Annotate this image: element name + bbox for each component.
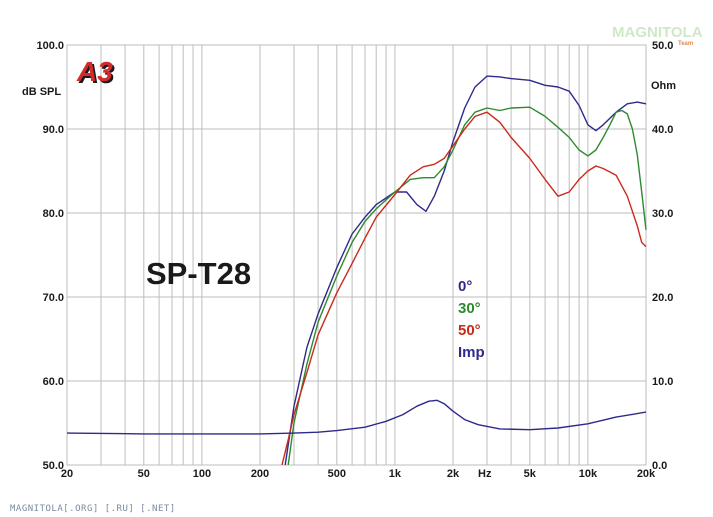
y-tick-label: 70.0 [43, 292, 64, 304]
x-tick-label: 1k [389, 468, 402, 480]
series-line-1 [287, 106, 647, 466]
axis-layer: 20 50 100 200 500 1k 2k 5k 10k 20k 50.0 60.0 70.0 80.… [36, 40, 673, 480]
y2-axis-label: Ohm [651, 80, 676, 92]
chart-title: SP-T28 [146, 256, 251, 291]
y2-tick-label: 30.0 [652, 208, 673, 220]
x-tick-label: 100 [193, 468, 211, 480]
x-tick-label: 20 [61, 468, 73, 480]
legend: 0° 30° 50° Imp [458, 278, 485, 361]
x-tick-label: 10k [579, 468, 598, 480]
footer-text: MAGNITOLA[.ORG] [.RU] [.NET] [10, 504, 176, 514]
y-tick-label: 60.0 [43, 376, 64, 388]
y-tick-label: 100.0 [36, 40, 64, 52]
legend-item-imp: Imp [458, 344, 485, 361]
watermark-sub-text: Team [678, 41, 693, 47]
y2-tick-label: 50.0 [652, 40, 673, 52]
x-tick-label: 50 [138, 468, 150, 480]
logo-shadow-text: A3 [78, 58, 115, 89]
y-tick-label: 50.0 [43, 460, 64, 472]
y2-tick-label: 10.0 [652, 376, 673, 388]
grid-layer [66, 44, 647, 466]
x-axis-label: Hz [478, 468, 492, 480]
y-tick-label: 90.0 [43, 124, 64, 136]
logo-text: A3 [76, 56, 113, 87]
x-tick-label: 2k [447, 468, 460, 480]
y-tick-label: 80.0 [43, 208, 64, 220]
x-tick-label: 5k [524, 468, 537, 480]
x-tick-label: 20k [637, 468, 656, 480]
series-line-3 [66, 399, 647, 435]
y2-tick-label: 40.0 [652, 124, 673, 136]
x-tick-label: 500 [328, 468, 346, 480]
series-layer [66, 75, 647, 466]
y-axis-label: dB SPL [22, 86, 61, 98]
series-line-0 [284, 75, 647, 466]
legend-item-50deg: 50° [458, 322, 481, 339]
y2-tick-label: 20.0 [652, 292, 673, 304]
series-line-2 [281, 111, 647, 466]
legend-item-30deg: 30° [458, 300, 481, 317]
x-tick-label: 200 [251, 468, 269, 480]
legend-item-0deg: 0° [458, 278, 472, 295]
watermark-text: MAGNITOLA [612, 24, 703, 41]
y2-tick-label: 0.0 [652, 460, 667, 472]
a3-logo: A3 A3 [76, 56, 115, 89]
